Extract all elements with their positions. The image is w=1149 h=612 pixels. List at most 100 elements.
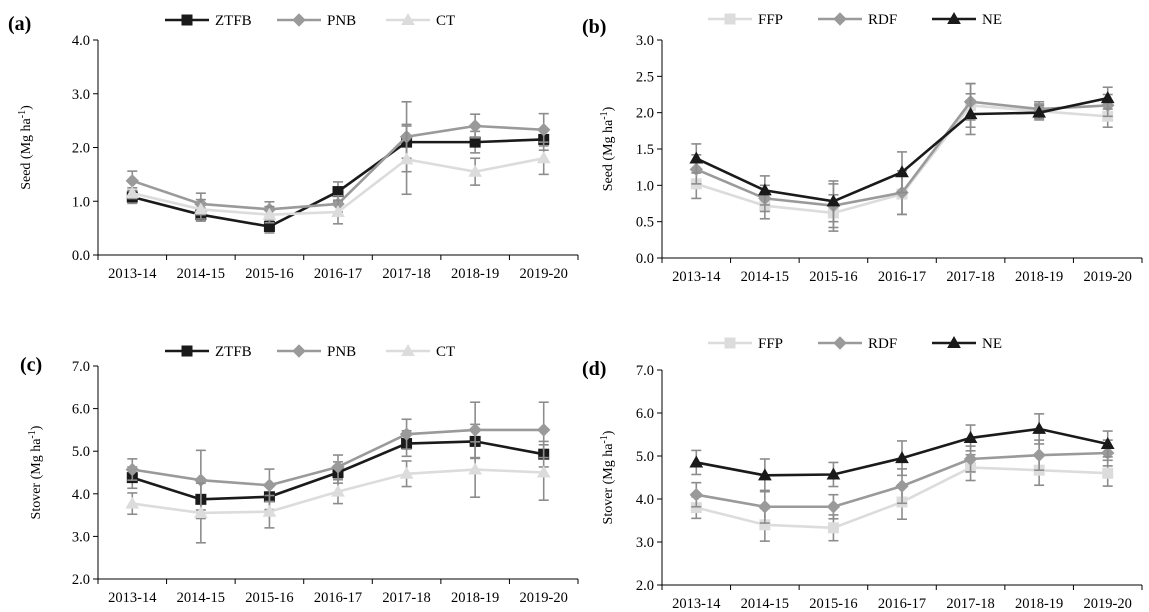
legend-label: ZTFB [215,13,252,29]
series-ne [689,86,1115,223]
panel-label: (c) [20,354,42,376]
y-tick-label: 7.0 [72,359,90,375]
legend-label: PNB [327,344,356,360]
data-point [1032,421,1047,434]
legend-label: CT [436,13,455,29]
y-axis-title: Seed (Mg ha-1) [17,105,34,190]
series-rdf [689,439,1115,524]
legend-marker [181,14,193,26]
x-tick-label: 2016-17 [314,266,362,282]
data-point [262,504,277,517]
data-point [757,183,772,196]
y-tick-label: 0.5 [636,215,654,231]
legend: FFP RDF NE [708,11,1002,28]
data-point [1032,105,1047,118]
y-tick-label: 4.0 [72,33,90,49]
data-point [895,479,909,493]
x-tick-label: 2015-16 [809,269,857,285]
x-tick-label: 2019-20 [520,590,568,606]
x-tick-label: 2013-14 [108,266,157,282]
data-point [468,462,483,475]
x-tick-label: 2013-14 [108,590,157,606]
panel-b: (b) 0.0 0.5 1.0 1.5 2.0 2.5 3.0 2013-14 2014-15 20… [582,11,1143,285]
legend-label: ZTFB [215,344,252,360]
data-point [689,455,704,468]
legend-marker [724,337,736,349]
x-tick-label: 2019-20 [1084,596,1132,612]
panel-a: (a) 0.0 1.0 2.0 3.0 4.0 2013-14 2014-15 2015-16 2… [8,12,579,282]
x-tick-label: 2016-17 [878,596,926,612]
panel-label: (a) [8,13,31,35]
data-point [331,484,345,497]
y-tick-label: 5.0 [636,449,654,465]
series-ct [125,123,551,225]
x-tick-label: 2015-16 [245,266,293,282]
data-point [1032,448,1046,462]
x-tick-label: 2016-17 [878,269,926,285]
data-point [1100,436,1115,449]
data-point [963,107,978,120]
x-tick-label: 2013-14 [672,596,721,612]
y-tick-label: 7.0 [636,363,654,379]
y-tick-label: 0.0 [636,251,654,267]
data-point [125,496,140,509]
legend-marker [947,335,961,348]
legend: ZTFB PNB CT [165,12,455,29]
y-tick-label: 2.0 [636,578,654,594]
legend-marker [181,345,193,357]
y-tick-label: 3.0 [636,33,654,49]
data-point [826,467,841,480]
data-point [399,466,414,479]
x-tick-label: 2019-20 [1084,269,1132,285]
data-point [468,164,483,177]
panel-label: (d) [582,358,606,380]
panel-label: (b) [582,16,606,38]
legend: FFP RDF NE [708,335,1002,352]
data-point [758,500,772,514]
data-point [468,119,482,133]
data-point [963,452,978,466]
legend-marker [833,12,847,26]
legend-label: NE [982,336,1002,352]
y-tick-label: 1.0 [636,178,654,194]
x-tick-label: 2014-15 [177,266,225,282]
y-tick-label: 2.0 [72,141,90,157]
data-point [1102,467,1114,479]
legend-marker [292,13,306,27]
legend-marker [833,336,847,350]
legend-label: FFP [758,336,783,352]
x-tick-label: 2014-15 [741,269,789,285]
y-tick-label: 1.5 [636,142,654,158]
data-point [331,460,345,474]
data-point [537,423,551,437]
y-tick-label: 2.5 [636,69,654,85]
legend-label: RDF [868,336,897,352]
series-pnb [125,401,551,511]
data-point [827,522,839,534]
y-axis-title: Stover (Mg ha-1) [27,425,44,519]
data-point [331,204,345,217]
x-tick-label: 2018-19 [451,590,499,606]
data-point [689,151,704,164]
data-point [895,165,909,178]
x-tick-label: 2017-18 [382,266,430,282]
legend-marker [401,343,415,356]
legend-marker [401,12,415,25]
y-tick-label: 4.0 [636,492,654,508]
data-point [536,465,551,478]
legend-label: RDF [868,12,897,28]
x-tick-label: 2016-17 [314,590,362,606]
data-point [399,427,414,441]
x-tick-label: 2014-15 [177,590,225,606]
x-tick-label: 2013-14 [672,269,721,285]
data-point [125,186,140,199]
data-point [1100,91,1115,104]
x-tick-label: 2017-18 [382,590,430,606]
data-point [399,152,414,165]
x-tick-label: 2019-20 [520,266,568,282]
x-tick-label: 2017-18 [946,596,994,612]
legend-label: CT [436,344,455,360]
x-tick-label: 2017-18 [946,269,994,285]
data-point [536,151,551,164]
legend-marker [292,344,306,358]
